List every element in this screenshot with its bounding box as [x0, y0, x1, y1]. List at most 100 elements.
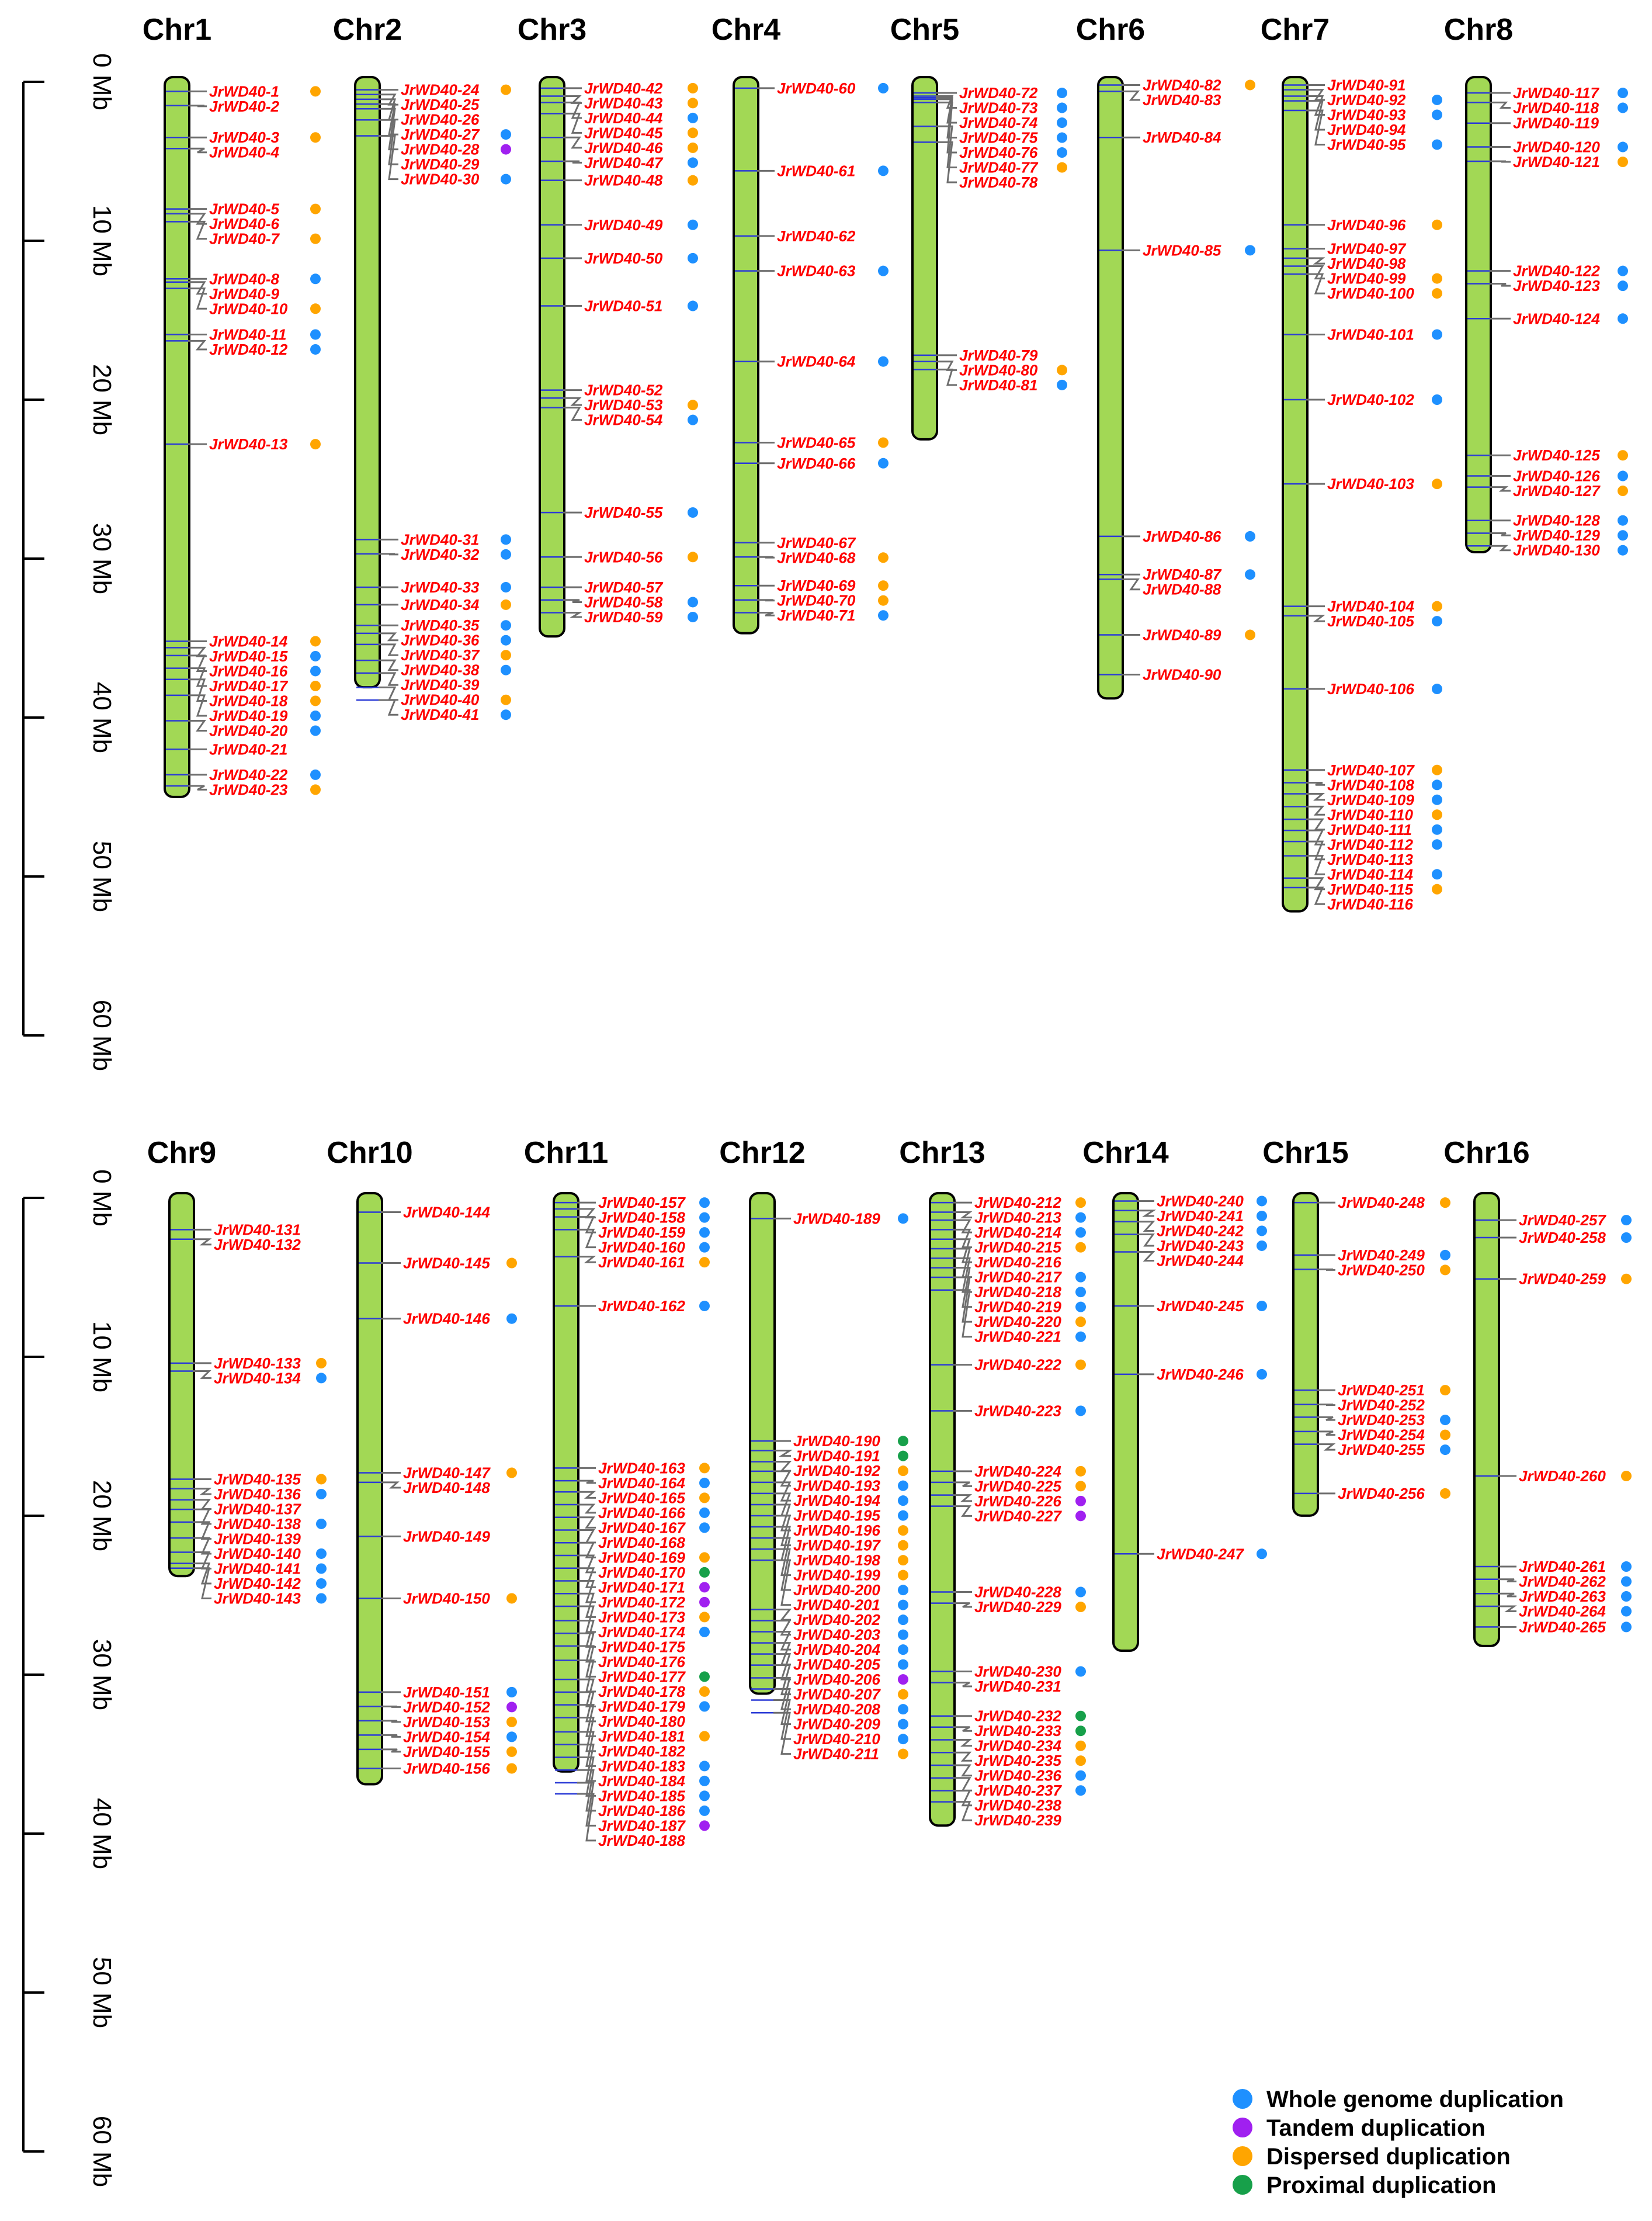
gene-label: JrWD40-148: [403, 1479, 490, 1496]
gene-label: JrWD40-76: [959, 144, 1038, 161]
gene-label: JrWD40-264: [1519, 1603, 1606, 1620]
gene-locus: JrWD40-27: [356, 103, 511, 143]
gene-connector: [953, 1726, 972, 1732]
duplication-dot: [501, 635, 511, 646]
gene-locus: JrWD40-120: [1467, 138, 1628, 156]
gene-locus: JrWD40-226: [931, 1492, 1086, 1510]
gene-locus: JrWD40-36: [356, 632, 511, 649]
chromosome-chr7: Chr7 JrWD40-91JrWD40-92JrWD40-93JrWD40-94…: [1261, 13, 1442, 913]
legend-swatch-W: [1233, 2089, 1252, 2109]
gene-label: JrWD40-37: [401, 646, 480, 664]
gene-locus: JrWD40-254: [1294, 1426, 1450, 1444]
gene-locus: JrWD40-208: [751, 1676, 908, 1718]
gene-label: JrWD40-108: [1327, 776, 1414, 794]
gene-locus: JrWD40-243: [1115, 1233, 1267, 1255]
chromosome-bar: [553, 1192, 579, 1773]
gene-locus: JrWD40-41: [356, 699, 511, 723]
duplication-dot: [688, 98, 698, 109]
duplication-dot: [898, 1599, 908, 1610]
gene-label: JrWD40-81: [959, 376, 1037, 394]
gene-connector: [1317, 1268, 1335, 1271]
duplication-dot: [898, 1748, 908, 1759]
gene-label: JrWD40-131: [214, 1221, 301, 1238]
gene-connector: [381, 1705, 401, 1708]
duplication-dot: [1621, 1591, 1632, 1602]
gene-label: JrWD40-215: [974, 1239, 1061, 1256]
gene-label: JrWD40-132: [214, 1236, 301, 1253]
duplication-dot: [310, 784, 321, 795]
gene-locus: JrWD40-7: [166, 220, 321, 248]
gene-connector: [773, 1676, 791, 1710]
gene-locus: JrWD40-189: [751, 1210, 908, 1227]
duplication-dot: [688, 400, 698, 411]
gene-connector: [577, 1645, 596, 1678]
gene-label: JrWD40-115: [1327, 881, 1413, 898]
gene-label: JrWD40-183: [598, 1757, 685, 1775]
gene-locus: JrWD40-28: [356, 108, 511, 158]
gene-label: JrWD40-149: [403, 1527, 490, 1545]
legend-label: Whole genome duplication: [1266, 2087, 1564, 2112]
duplication-dot: [1257, 1210, 1267, 1221]
gene-label: JrWD40-119: [1513, 115, 1599, 132]
gene-label: JrWD40-128: [1513, 512, 1600, 529]
gene-locus: JrWD40-87: [1099, 566, 1255, 583]
gene-locus: JrWD40-252: [1294, 1397, 1425, 1414]
duplication-dot: [1057, 379, 1067, 390]
gene-connector: [936, 101, 957, 154]
duplication-dot: [1075, 1242, 1086, 1253]
chromosome-title: Chr1: [143, 13, 211, 47]
gene-locus: JrWD40-209: [751, 1688, 908, 1733]
gene-label: JrWD40-165: [598, 1489, 685, 1506]
gene-label: JrWD40-196: [793, 1522, 880, 1539]
gene-locus: JrWD40-109: [1284, 791, 1442, 809]
gene-locus: JrWD40-161: [555, 1253, 710, 1271]
gene-locus: JrWD40-154: [359, 1728, 517, 1745]
gene-label: JrWD40-156: [403, 1759, 490, 1777]
gene-connector: [936, 125, 957, 169]
gene-label: JrWD40-120: [1513, 138, 1600, 156]
gene-connector: [1137, 1233, 1155, 1247]
gene-label: JrWD40-225: [974, 1477, 1061, 1495]
gene-connector: [577, 1503, 596, 1514]
gene-label: JrWD40-247: [1157, 1545, 1244, 1562]
gene-connector: [1306, 793, 1325, 801]
gene-connector: [379, 659, 398, 671]
gene-locus: JrWD40-100: [1284, 273, 1442, 302]
duplication-dot: [1432, 288, 1442, 299]
gene-locus: JrWD40-158: [555, 1208, 710, 1226]
gene-label: JrWD40-238: [974, 1797, 1061, 1814]
gene-locus: JrWD40-113: [1284, 840, 1413, 868]
duplication-dot: [1075, 1755, 1086, 1766]
gene-label: JrWD40-84: [1143, 129, 1221, 146]
gene-locus: JrWD40-30: [356, 134, 511, 188]
gene-label: JrWD40-173: [598, 1608, 685, 1626]
gene-locus: JrWD40-234: [931, 1737, 1086, 1755]
gene-label: JrWD40-175: [598, 1638, 685, 1655]
duplication-dot: [1075, 1301, 1086, 1312]
gene-locus: JrWD40-192: [751, 1461, 908, 1479]
duplication-dot: [1075, 1227, 1086, 1238]
duplication-dot: [688, 611, 698, 622]
duplication-dot: [898, 1555, 908, 1566]
gene-label: JrWD40-154: [403, 1728, 490, 1745]
gene-connector: [381, 1734, 401, 1738]
gene-label: JrWD40-133: [214, 1354, 301, 1372]
duplication-dot: [688, 142, 698, 153]
gene-locus: JrWD40-195: [751, 1492, 908, 1524]
gene-locus: JrWD40-188: [555, 1793, 685, 1849]
duplication-dot: [501, 534, 511, 545]
gene-locus: JrWD40-258: [1476, 1229, 1632, 1246]
duplication-dot: [1440, 1385, 1450, 1396]
chromosome-bar: [1465, 76, 1492, 553]
duplication-dot: [316, 1563, 327, 1574]
gene-label: JrWD40-2: [209, 98, 279, 115]
gene-locus: JrWD40-34: [356, 596, 511, 614]
gene-label: JrWD40-194: [793, 1492, 880, 1509]
gene-label: JrWD40-85: [1143, 241, 1221, 259]
gene-locus: JrWD40-11: [166, 325, 321, 343]
chromosome-bar: [1112, 1192, 1139, 1652]
gene-label: JrWD40-255: [1338, 1441, 1425, 1458]
gene-connector: [953, 1481, 972, 1487]
gene-label: JrWD40-52: [584, 382, 663, 399]
gene-connector: [773, 1449, 793, 1457]
